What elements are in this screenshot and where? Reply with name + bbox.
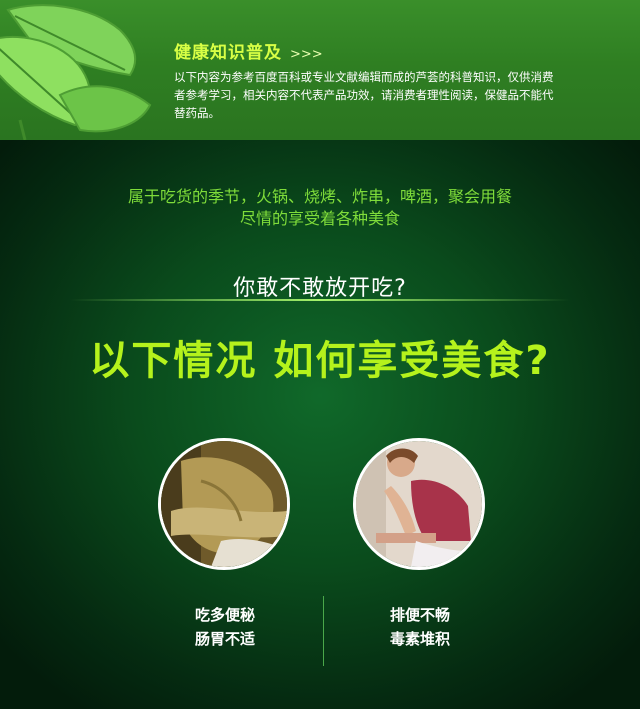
intro-line-1: 属于吃货的季节，火锅、烧烤、炸串，啤酒，聚会用餐 [127, 187, 512, 206]
toilet-photo [353, 438, 485, 570]
main-section [0, 140, 640, 709]
item-caption-2: 排便不畅 毒素堆积 [320, 603, 520, 651]
constipation-photo [158, 438, 290, 570]
banner-text-line: 替药品。 [174, 106, 220, 120]
mint-leaf-icon [0, 4, 152, 140]
banner-text-line: 以下内容为参考百度百科或专业文献编辑而成的芦荟的科普知识，仅供消费 [174, 70, 554, 84]
woman-photo-icon [356, 441, 482, 567]
banner-title: 健康知识普及 >>> [174, 38, 323, 63]
item-2-line-1: 排便不畅 [389, 606, 450, 624]
headline: 以下情况 如何享受美食? [89, 338, 551, 384]
banner-title-text: 健康知识普及 [174, 43, 282, 63]
question-underline [70, 299, 570, 301]
banner-text-line: 者参考学习，相关内容不代表产品功效，请消费者理性阅读，保健品不能代 [174, 88, 554, 102]
intro-line-2: 尽情的享受着各种美食 [239, 209, 400, 228]
question-text: 你敢不敢放开吃? [233, 276, 407, 301]
belly-photo-icon [161, 441, 287, 567]
health-knowledge-banner: 健康知识普及 >>> 以下内容为参考百度百科或专业文献编辑而成的芦荟的科普知识，仅… [0, 0, 640, 140]
item-1-line-1: 吃多便秘 [194, 606, 255, 624]
caption-divider [323, 596, 324, 666]
item-1-line-2: 肠胃不适 [194, 630, 255, 648]
item-2-line-2: 毒素堆积 [389, 630, 450, 648]
banner-arrows: >>> [290, 47, 323, 62]
banner-disclaimer: 以下内容为参考百度百科或专业文献编辑而成的芦荟的科普知识，仅供消费 者参考学习，… [174, 68, 620, 122]
item-caption-1: 吃多便秘 肠胃不适 [125, 603, 325, 651]
